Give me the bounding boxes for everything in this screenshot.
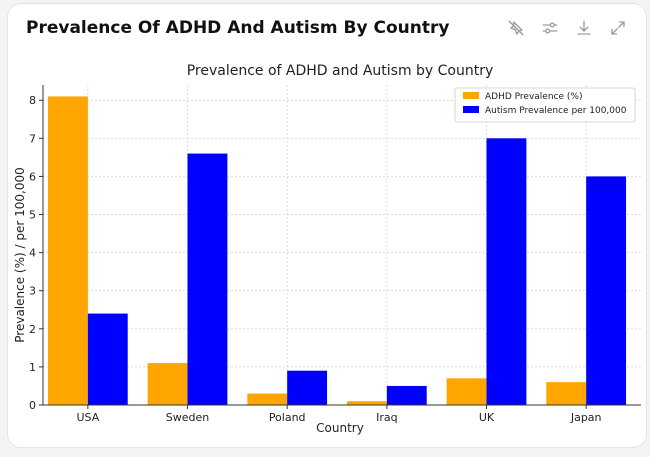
axes: 0 1 2 3 4 5 6 7 8 USA Sweden Poland Iraq UK Japan: [29, 85, 641, 424]
download-icon[interactable]: [574, 18, 594, 38]
bar-autism-japan: [586, 176, 627, 405]
legend-label: Autism Prevalence per 100,000: [485, 106, 627, 116]
x-tick-label: Japan: [570, 411, 602, 424]
x-tick-label: USA: [76, 411, 99, 424]
bar-autism-poland: [287, 370, 328, 405]
y-tick-label: 1: [29, 361, 36, 374]
y-tick-label: 5: [29, 209, 36, 222]
legend: ADHD Prevalence (%) Autism Prevalence per…: [454, 87, 636, 123]
y-tick-label: 2: [29, 323, 36, 336]
sliders-icon[interactable]: [540, 18, 560, 38]
bar-autism-usa: [87, 313, 128, 405]
grid: [43, 85, 641, 406]
pin-off-icon[interactable]: [506, 18, 526, 38]
bar-adhd-iraq: [346, 401, 387, 405]
bar-autism-iraq: [386, 385, 427, 405]
legend-label: ADHD Prevalence (%): [485, 92, 582, 102]
x-tick-label: Sweden: [166, 411, 209, 424]
bar-adhd-poland: [247, 393, 288, 405]
bars: [47, 96, 627, 405]
bar-autism-uk: [486, 138, 527, 405]
y-tick-label: 0: [29, 399, 36, 412]
bar-autism-sweden: [187, 153, 228, 405]
bar-adhd-japan: [546, 382, 587, 405]
bar-adhd-uk: [446, 378, 487, 405]
y-tick-label: 8: [29, 94, 36, 107]
x-tick-label: Poland: [269, 411, 306, 424]
y-tick-label: 4: [29, 247, 36, 260]
chart-title: Prevalence of ADHD and Autism by Country: [187, 63, 494, 79]
legend-box: [454, 87, 636, 123]
card-title: Prevalence Of ADHD And Autism By Country: [26, 18, 450, 38]
y-axis-label: Prevalence (%) / per 100,000: [13, 167, 27, 342]
chart-toolbar: [506, 18, 628, 38]
y-tick-label: 3: [29, 285, 36, 298]
legend-swatch: [463, 106, 479, 113]
x-axis-label: Country: [316, 421, 364, 435]
legend-swatch: [463, 92, 479, 99]
x-tick-label: Iraq: [376, 411, 398, 424]
bar-adhd-sweden: [147, 363, 188, 405]
bar-adhd-usa: [47, 96, 88, 405]
expand-icon[interactable]: [608, 18, 628, 38]
x-tick-label: UK: [479, 411, 495, 424]
y-tick-label: 6: [29, 170, 36, 183]
bar-chart: Prevalence of ADHD and Autism by Country…: [13, 63, 641, 435]
y-tick-label: 7: [29, 132, 36, 145]
